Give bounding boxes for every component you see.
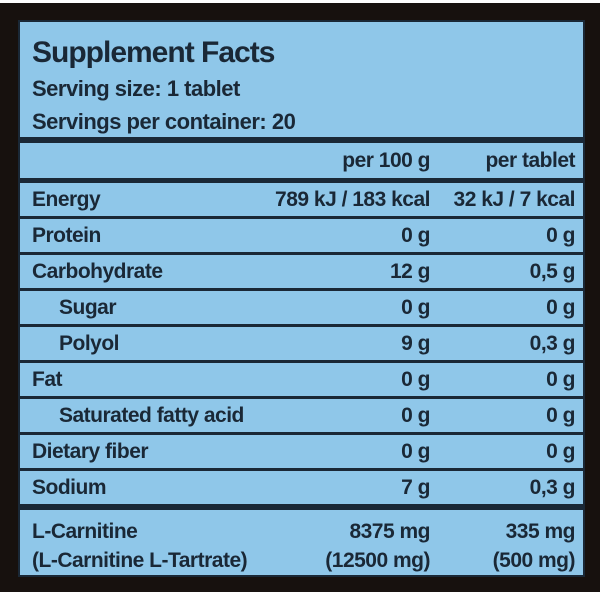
value-per-100g: 0 g	[401, 439, 430, 463]
divider	[20, 288, 583, 291]
value-per-100g: 789 kJ / 183 kcal	[275, 187, 430, 211]
value-per-tablet: 0 g	[546, 403, 575, 427]
value-per-tablet: 0 g	[546, 223, 575, 247]
nutrient-name: Polyol	[59, 331, 120, 355]
value-per-100g: (12500 mg)	[325, 549, 430, 572]
value-per-tablet: 0,3 g	[529, 475, 576, 499]
value-per-tablet: 32 kJ / 7 kcal	[453, 187, 576, 211]
value-per-100g: 0 g	[401, 295, 430, 319]
table-row-polyol: Polyol 9 g 0,3 g	[20, 327, 583, 360]
divider	[20, 252, 583, 255]
nutrient-name: Dietary fiber	[32, 439, 149, 463]
value-per-tablet: 0 g	[546, 295, 575, 319]
nutrient-name: Carbohydrate	[32, 259, 163, 283]
value-per-100g: 12 g	[389, 259, 431, 283]
value-per-tablet: 335 mg	[505, 520, 576, 543]
nutrient-name: Saturated fatty acid	[59, 403, 244, 427]
servings-per-container-text: Servings per container: 20	[32, 108, 296, 134]
table-row-sodium: Sodium 7 g 0,3 g	[20, 471, 583, 504]
table-row-l-carnitine-l-tartrate: (L-Carnitine L-Tartrate) (12500 mg) (500…	[20, 547, 583, 582]
value-per-tablet: 0 g	[546, 367, 575, 391]
nutrient-name: Sodium	[32, 475, 107, 499]
value-per-100g: 0 g	[401, 367, 430, 391]
divider	[20, 216, 583, 219]
divider	[20, 468, 583, 471]
value-per-100g: 9 g	[401, 331, 430, 355]
page-title: Supplement Facts	[32, 36, 275, 69]
table-row-l-carnitine: L-Carnitine 8375 mg 335 mg	[20, 510, 583, 547]
table-row-energy: Energy 789 kJ / 183 kcal 32 kJ / 7 kcal	[20, 183, 583, 216]
divider	[20, 178, 583, 183]
table-row-saturated-fatty-acid: Saturated fatty acid 0 g 0 g	[20, 399, 583, 432]
nutrient-name: L-Carnitine	[32, 520, 138, 543]
nutrient-name: Sugar	[59, 295, 117, 319]
nutrient-name: Energy	[32, 187, 101, 211]
value-per-100g: 7 g	[401, 475, 430, 499]
servings-per-container-row: Servings per container: 20	[20, 106, 583, 137]
column-header-row: per 100 g per tablet	[20, 143, 583, 178]
nutrient-name: (L-Carnitine L-Tartrate)	[32, 549, 248, 572]
title-row: Supplement Facts	[20, 22, 583, 72]
value-per-tablet: 0,3 g	[529, 331, 576, 355]
divider	[20, 504, 583, 510]
serving-size-row: Serving size: 1 tablet	[20, 72, 583, 106]
column-header-per-100g: per 100 g	[342, 148, 430, 172]
value-per-100g: 0 g	[401, 223, 430, 247]
value-per-100g: 8375 mg	[349, 520, 430, 543]
serving-size-text: Serving size: 1 tablet	[32, 76, 240, 101]
table-row-carbohydrate: Carbohydrate 12 g 0,5 g	[20, 255, 583, 288]
table-row-dietary-fiber: Dietary fiber 0 g 0 g	[20, 435, 583, 468]
nutrient-name: Protein	[32, 223, 101, 247]
nutrient-name: Fat	[32, 367, 63, 391]
divider	[20, 324, 583, 327]
value-per-tablet: 0,5 g	[529, 259, 576, 283]
divider	[20, 396, 583, 399]
divider	[20, 137, 583, 143]
value-per-100g: 0 g	[401, 403, 430, 427]
divider	[20, 360, 583, 363]
table-row-protein: Protein 0 g 0 g	[20, 219, 583, 252]
supplement-facts-panel: Supplement Facts Serving size: 1 tablet …	[18, 20, 585, 577]
column-header-per-tablet: per tablet	[485, 148, 575, 172]
table-row-sugar: Sugar 0 g 0 g	[20, 291, 583, 324]
table-row-fat: Fat 0 g 0 g	[20, 363, 583, 396]
value-per-tablet: (500 mg)	[492, 549, 576, 572]
value-per-tablet: 0 g	[546, 439, 575, 463]
divider	[20, 432, 583, 435]
